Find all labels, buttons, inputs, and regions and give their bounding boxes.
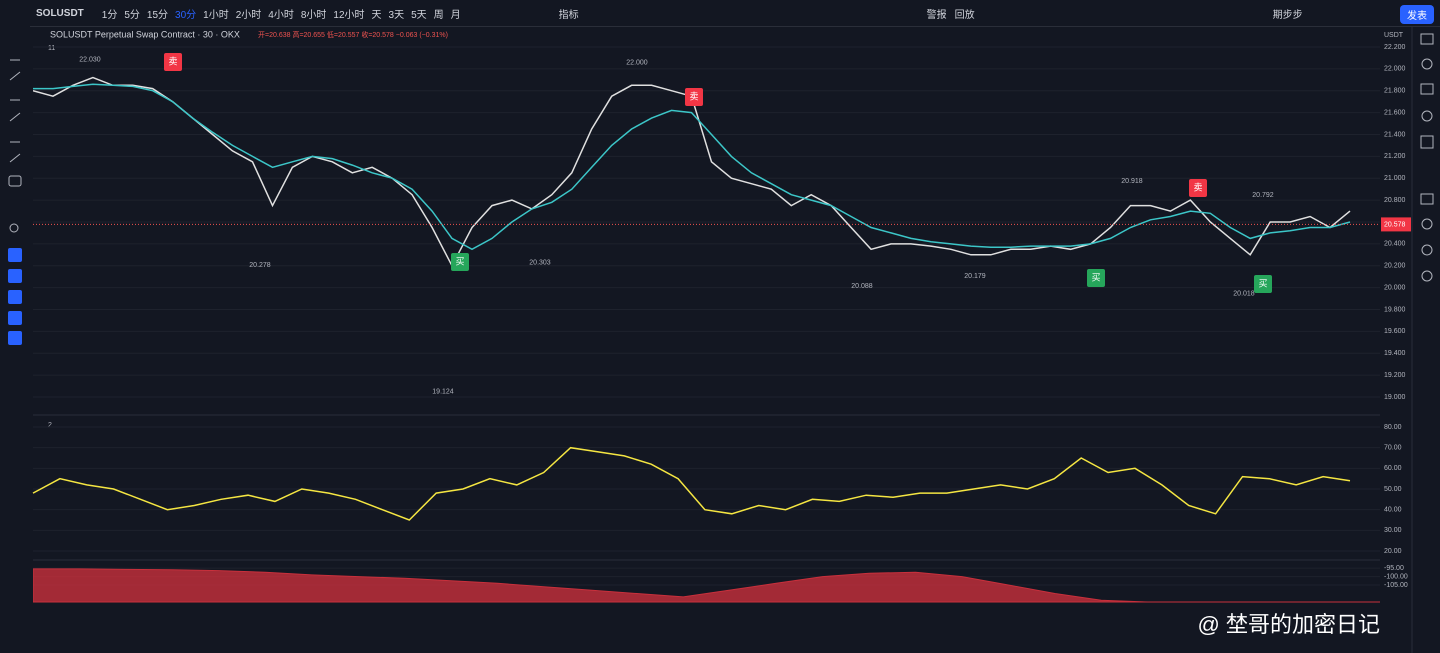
y-tick-label: -105.00 [1384, 582, 1408, 589]
watermark: @ 埜哥的加密日记 [1198, 612, 1380, 637]
left-tools [8, 248, 22, 345]
y-tick-label: 19.600 [1384, 328, 1406, 335]
toolbar: SOLUSDT 1分 5分 15分 30分 1小时 2小时 4小时 8小时 12小时天 3天 5天周… [0, 0, 1440, 27]
y-tick-label: 20.000 [1384, 284, 1406, 291]
y-tick-label: 20.800 [1384, 197, 1406, 204]
y-tick-label: 21.200 [1384, 153, 1406, 160]
left-icons [8, 59, 22, 233]
y-tick-label: -100.00 [1384, 573, 1408, 580]
interval[interactable]: 4小时 [268, 9, 294, 21]
last-price-box [1381, 217, 1411, 232]
price-annotation: 20.278 [249, 262, 271, 269]
chart-title: SOLUSDT Perpetual Swap Contract · 30 · O… [50, 29, 240, 39]
price-annotation: 20.018 [1233, 291, 1255, 298]
y-tick-label: 60.00 [1384, 465, 1402, 472]
price-annotation: 20.179 [964, 273, 986, 280]
signal-box [164, 53, 182, 71]
ma-line [33, 83, 1351, 251]
indicators[interactable]: 指标 [558, 9, 579, 21]
signal-box [1087, 269, 1105, 287]
y-tick-label: 20.00 [1384, 548, 1402, 555]
right-icons [1420, 33, 1434, 282]
chart: SOLUSDT Perpetual Swap Contract · 30 · O… [0, 26, 1434, 653]
signal-label: 卖 [1193, 182, 1202, 192]
y-tick-label: 21.800 [1384, 88, 1406, 95]
y-tick-label: 19.000 [1384, 394, 1406, 401]
y-tick-label: 80.00 [1384, 424, 1402, 431]
interval[interactable]: 5天 [411, 9, 427, 21]
rsi-line [32, 446, 1351, 521]
signal-box [451, 253, 469, 271]
signal-label: 买 [1258, 278, 1267, 288]
y-tick-label: 22.000 [1384, 66, 1406, 73]
replay[interactable]: 回放 [954, 9, 975, 21]
plot [32, 446, 1351, 521]
interval[interactable]: 月 [450, 9, 461, 21]
interval[interactable]: 3天 [388, 9, 405, 21]
y-tick-label: 19.800 [1384, 306, 1406, 313]
y-tick-label: 19.400 [1384, 350, 1406, 357]
unit: USDT [1384, 32, 1404, 39]
y-tick-label: -95.00 [1384, 565, 1404, 572]
y-tick-label: 40.00 [1384, 507, 1402, 514]
y-tick-label: 19.200 [1384, 372, 1406, 379]
interval[interactable]: 周 [433, 9, 444, 21]
signal-label: 卖 [689, 91, 698, 101]
price-annotation: 22.030 [79, 56, 101, 63]
signal-box [1189, 179, 1207, 197]
y-tick-label: 21.000 [1384, 175, 1406, 182]
price-annotation: 20.303 [529, 259, 551, 266]
signal-box [1254, 275, 1272, 293]
signal-box [685, 88, 703, 106]
price-annotation: 20.918 [1121, 178, 1143, 185]
ohlc: 开=20.638 高=20.655 低=20.557 收=20.578 −0.0… [258, 30, 448, 39]
y-tick-label: 50.00 [1384, 486, 1402, 493]
last-price-label: 20.578 [1384, 221, 1406, 228]
interval[interactable]: 2小时 [235, 9, 262, 21]
signal-label: 买 [455, 256, 464, 266]
signal-label: 卖 [168, 56, 177, 66]
intervals: 1分 5分 15分 30分 1小时 2小时 4小时 8小时 12小时天 3天 5天周月 [102, 6, 461, 21]
price-annotation: 20.792 [1252, 192, 1274, 199]
interval[interactable]: 天 [371, 9, 382, 21]
symbol[interactable]: SOLUSDT [36, 7, 84, 19]
interval[interactable]: 5分 [124, 9, 140, 21]
interval[interactable]: 30分 [175, 9, 197, 21]
interval[interactable]: 1分 [101, 9, 118, 21]
interval[interactable]: 15分 [146, 9, 169, 21]
y-tick-label: 30.00 [1384, 527, 1402, 534]
y-tick-label: 21.400 [1384, 131, 1406, 138]
publish-button[interactable]: 发表 [1400, 5, 1434, 24]
alert[interactable]: 警报 [926, 9, 947, 21]
interval[interactable]: 12小时 [333, 9, 365, 21]
pane-label: 11 [48, 45, 55, 52]
y-tick-label: 21.600 [1384, 109, 1406, 116]
price-annotation: 19.124 [432, 388, 454, 395]
pane-label: 2 [48, 422, 52, 429]
interval[interactable]: 1小时 [203, 9, 229, 21]
price-annotation: 22.000 [626, 60, 648, 67]
area [33, 568, 1380, 603]
price-annotation: 20.088 [851, 283, 873, 290]
interval[interactable]: 8小时 [300, 9, 327, 21]
signal-label: 买 [1091, 272, 1100, 282]
y-tick-label: 70.00 [1384, 445, 1402, 452]
plot [33, 568, 1380, 603]
user[interactable]: 期步步 [1272, 9, 1303, 21]
y-tick-label: 22.200 [1384, 44, 1406, 51]
y-tick-label: 20.200 [1384, 263, 1406, 270]
y-tick-label: 20.400 [1384, 241, 1406, 248]
